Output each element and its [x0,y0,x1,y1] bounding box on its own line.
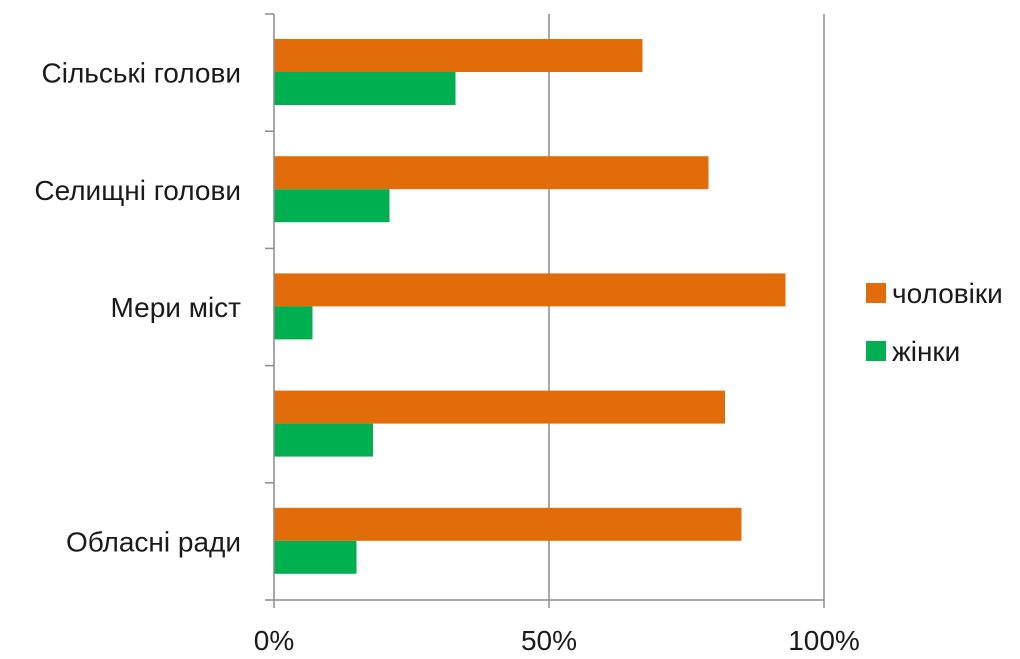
legend-label-men: чоловіки [892,278,1003,309]
category-label: Селищні голови [34,175,241,206]
bar-men-0 [274,39,643,72]
category-label: Мери міст [111,292,242,323]
x-tick-label: 50% [521,625,577,656]
axes [265,13,825,608]
category-labels: Сільські голови Селищні голови Мери міст Об… [34,58,241,558]
legend: чоловіки жінки [866,278,1003,367]
category-label: Обласні ради [66,526,241,557]
category-label: Сільські голови [42,58,242,89]
bar-women-1 [274,189,390,223]
bar-men-4 [274,507,742,541]
bars [274,39,786,574]
bar-men-2 [274,273,786,307]
bar-women-2 [274,306,313,340]
bar-women-4 [274,540,357,574]
bar-women-3 [274,423,373,457]
bar-men-1 [274,156,709,190]
bar-women-0 [274,72,456,105]
legend-swatch-women [866,341,886,361]
x-tick-label: 100% [788,625,860,656]
bar-men-3 [274,390,725,424]
legend-label-women: жінки [892,336,960,367]
gridlines [548,14,825,600]
legend-swatch-men [866,283,886,303]
x-tick-labels: 0% 50% 100% [254,625,860,656]
x-tick-label: 0% [254,625,294,656]
